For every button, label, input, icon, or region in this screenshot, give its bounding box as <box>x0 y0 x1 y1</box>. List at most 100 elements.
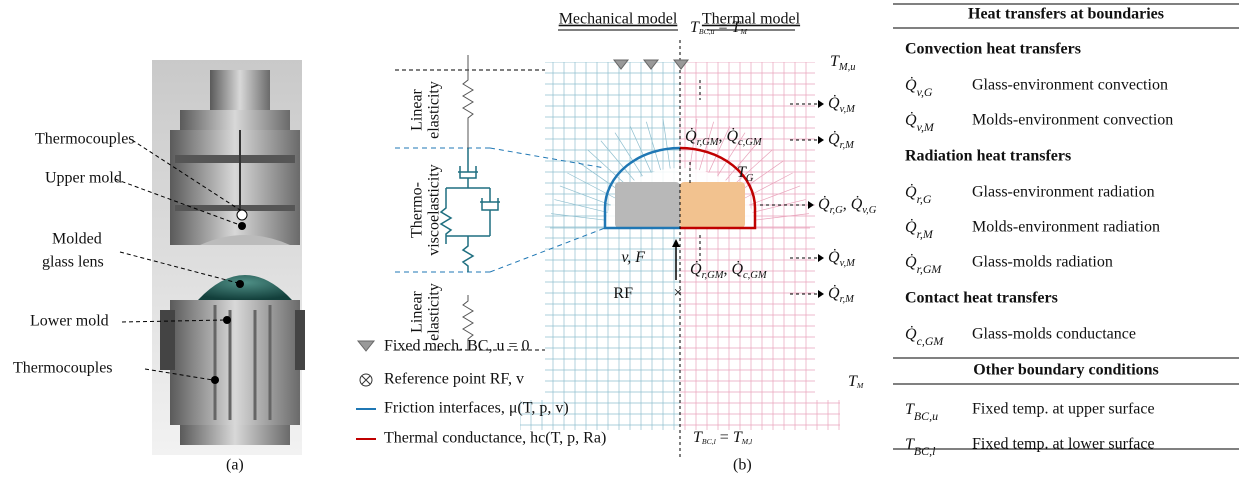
math-part: Q̇ <box>905 76 917 94</box>
math-part: Q̇ <box>828 130 840 148</box>
model-label: viscoelasticity <box>426 164 443 256</box>
bc-triangles <box>614 60 688 69</box>
math-label: Q̇r,G <box>905 183 932 206</box>
section-heading: Radiation heat transfers <box>905 148 1071 165</box>
mesh-line <box>551 214 606 221</box>
mesh-line <box>560 186 611 205</box>
row-desc: Fixed temp. at upper surface <box>972 401 1155 418</box>
math-part: = <box>716 429 733 446</box>
math-label: RF <box>613 285 633 302</box>
mesh-line <box>752 200 805 213</box>
math-part: Q̇ <box>905 325 917 343</box>
math-sub: r,M <box>840 140 856 151</box>
mesh-line <box>588 150 627 185</box>
math-label: TBC,l <box>905 436 936 458</box>
figure: Thermocouples Upper mold Molded glass lens L… <box>0 0 1239 485</box>
math-sub: M <box>856 381 864 390</box>
math-label: Q̇v,G <box>905 76 933 99</box>
math-part: = <box>715 19 732 36</box>
math-part: Q̇ <box>828 248 840 266</box>
math-part: , <box>723 261 731 278</box>
math-part: Q̇ <box>731 260 743 278</box>
mold-illustration <box>115 60 305 455</box>
mesh-line <box>754 214 809 221</box>
math-sub: c,GM <box>743 270 768 281</box>
load-arrow-head <box>672 239 680 247</box>
legend-entry: Reference point RF, v <box>384 371 524 388</box>
math-sub: v,M <box>840 104 857 115</box>
math-label: v, F <box>621 249 645 266</box>
section-heading: Convection heat transfers <box>905 41 1081 58</box>
math-part: Q̇ <box>726 127 738 145</box>
math-part: Q̇ <box>818 195 830 213</box>
math-label: Q̇r,M <box>905 218 934 241</box>
legend-symbols <box>356 341 376 439</box>
math-sub: BC,l <box>914 444 936 458</box>
math-label: TBC,u <box>905 401 938 423</box>
math-part: Q̇ <box>905 253 917 271</box>
row-desc: Molds-environment convection <box>972 112 1173 129</box>
model-label: Linear <box>409 290 426 332</box>
math-label: Q̇r,M <box>828 130 855 151</box>
math-sub: M <box>739 27 747 36</box>
legend-entry: Friction interfaces, μ(T, p, v) <box>384 400 569 417</box>
caption: (b) <box>733 457 752 474</box>
model-label: Linear <box>409 88 426 130</box>
math-sub: M,l <box>741 437 752 446</box>
math-sub: r,M <box>840 294 856 305</box>
part-label: Thermocouples <box>13 360 113 377</box>
math-sub: v,G <box>917 85 933 99</box>
math-label: TBC,u = TM <box>690 19 747 37</box>
math-part: Q̇ <box>905 111 917 129</box>
math-label: TG <box>737 164 754 184</box>
math-sub: r,G <box>830 205 844 216</box>
math-label: TM <box>848 373 864 391</box>
math-sub: BC,u <box>699 27 715 36</box>
part-label: Upper mold <box>45 170 122 187</box>
legend-entry: Fixed mech. BC, u = 0 <box>384 338 529 355</box>
math-label: Q̇v,M <box>828 248 856 269</box>
section-heading: Other boundary conditions <box>973 362 1159 379</box>
math-sub: c,GM <box>738 137 763 148</box>
math-sub: r,GM <box>697 137 720 148</box>
math-label: TM,u <box>830 53 856 73</box>
row-desc: Fixed temp. at lower surface <box>972 436 1155 453</box>
model-label: elasticity <box>426 81 443 139</box>
math-sub: BC,u <box>914 409 938 423</box>
mesh-line <box>577 161 621 191</box>
table-title: Heat transfers at boundaries <box>968 6 1164 23</box>
model-title: Mechanical model <box>559 11 678 28</box>
math-sub: v,G <box>862 205 877 216</box>
math-part: v, F <box>621 249 645 266</box>
row-desc: Glass-environment convection <box>972 77 1168 94</box>
row-desc: Glass-molds radiation <box>972 254 1113 271</box>
math-part: , <box>843 196 851 213</box>
mesh-line <box>749 186 800 205</box>
section-heading: Contact heat transfers <box>905 290 1058 307</box>
math-label: Q̇c,GM <box>905 325 944 348</box>
row-desc: Glass-molds conductance <box>972 326 1136 343</box>
row-desc: Molds-environment radiation <box>972 219 1160 236</box>
mesh-line <box>646 122 660 170</box>
legend-entry: Thermal conductance, hc(T, p, Ra) <box>384 430 606 447</box>
math-part: Q̇ <box>851 195 863 213</box>
part-label: glass lens <box>42 254 104 271</box>
part-label: Molded <box>52 231 102 248</box>
math-part: Q̇ <box>905 218 917 236</box>
math-part: RF <box>613 285 633 302</box>
math-part: Q̇ <box>828 284 840 302</box>
math-part: Q̇ <box>685 127 697 145</box>
math-label: Q̇v,M <box>828 94 856 115</box>
math-label: Q̇r,GM <box>905 253 942 276</box>
math-label: Q̇v,M <box>905 111 935 134</box>
math-sub: r,G <box>917 192 932 206</box>
mesh-line <box>554 200 607 213</box>
math-part: Q̇ <box>905 183 917 201</box>
math-label: Q̇r,G, Q̇v,G <box>818 195 877 216</box>
caption: (a) <box>226 457 244 474</box>
math-part: Q̇ <box>690 260 702 278</box>
math-sub: r,GM <box>702 270 725 281</box>
math-label: Q̇r,M <box>828 284 855 305</box>
math-sub: c,GM <box>917 334 945 348</box>
part-label: Lower mold <box>30 313 109 330</box>
